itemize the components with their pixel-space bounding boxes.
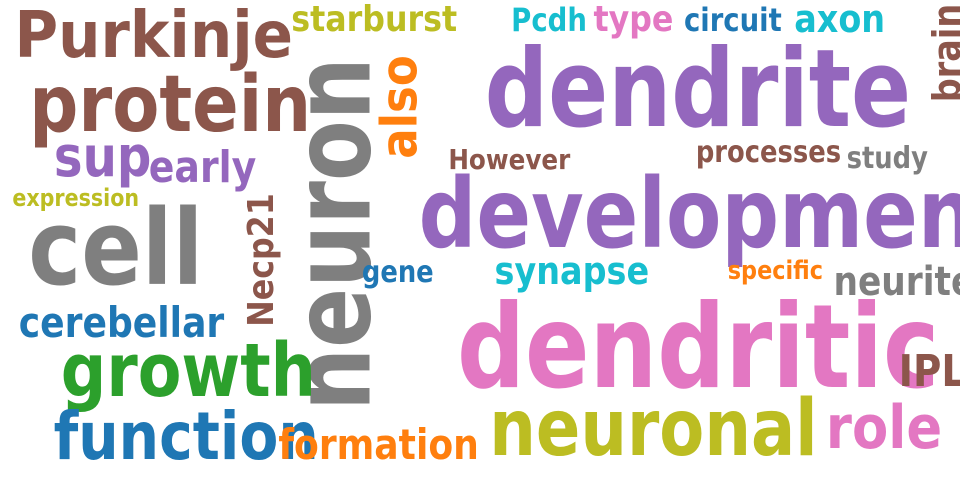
- word-neurite: neurite: [833, 259, 960, 305]
- word-purkinje: Purkinje: [14, 0, 293, 73]
- word-study: study: [846, 141, 928, 176]
- word-circuit: circuit: [683, 1, 782, 39]
- word-brain: brain: [924, 3, 960, 103]
- word-neuronal: neuronal: [489, 384, 818, 474]
- word-specific: specific: [727, 256, 823, 286]
- word-processes: processes: [695, 135, 842, 170]
- word-function: function: [53, 398, 319, 475]
- word-necp21: Necp21: [240, 193, 282, 327]
- word-pcdh: Pcdh: [511, 1, 587, 39]
- word-dendritic: dendritic: [456, 280, 940, 415]
- word-growth: growth: [60, 328, 316, 414]
- word-early: early: [148, 142, 257, 193]
- word-formation: formation: [278, 420, 479, 469]
- word-protein: protein: [29, 60, 312, 150]
- word-cell: cell: [28, 187, 204, 309]
- word-gene: gene: [361, 255, 434, 290]
- word-ipl: IPL: [898, 346, 960, 397]
- word-expression: expression: [12, 184, 140, 212]
- word-development: development: [418, 158, 960, 270]
- word-synapse: synapse: [494, 249, 650, 293]
- word-starburst: starburst: [291, 0, 458, 40]
- word-type: type: [593, 0, 674, 40]
- word-however: However: [448, 143, 571, 176]
- word-axon: axon: [794, 0, 886, 41]
- word-dendrite: dendrite: [484, 27, 912, 152]
- word-role: role: [825, 393, 943, 463]
- word-cerebellar: cerebellar: [18, 298, 225, 347]
- word-sup: sup: [53, 125, 152, 190]
